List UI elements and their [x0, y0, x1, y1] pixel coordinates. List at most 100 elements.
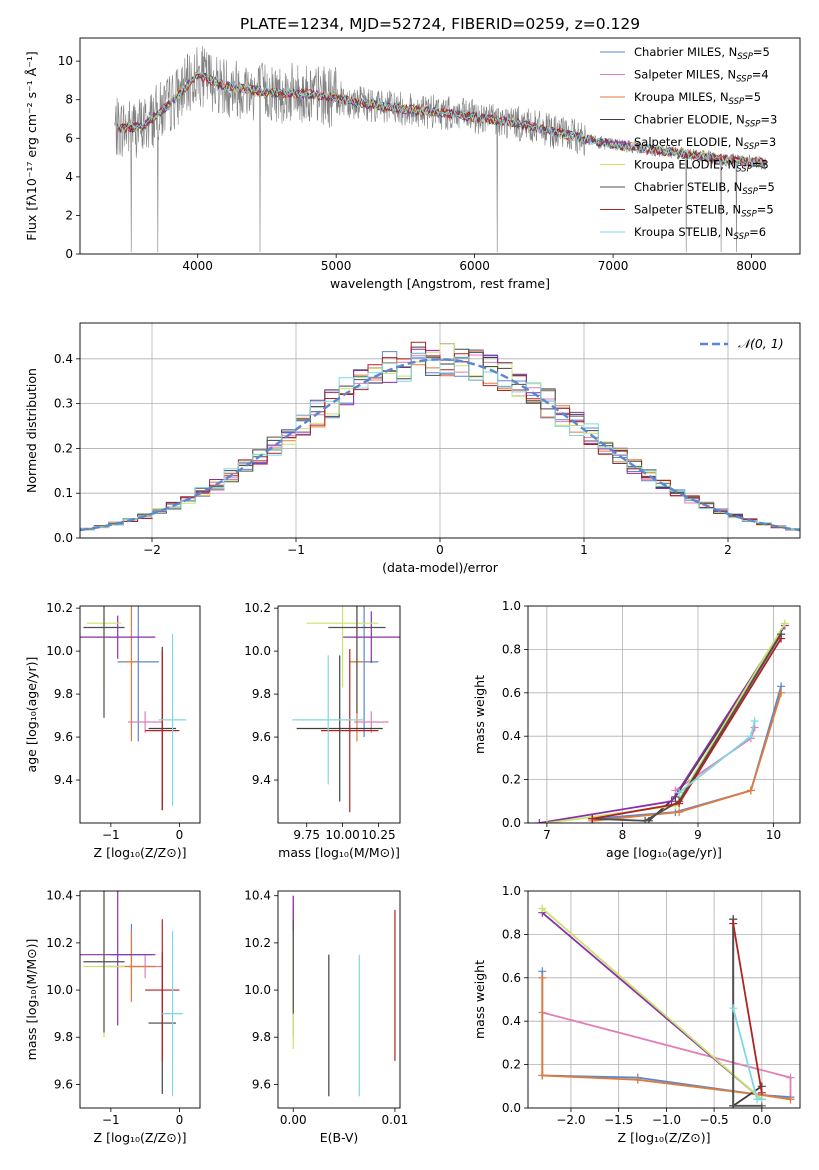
gaussian-legend-label: 𝒩(0, 1) [738, 336, 784, 351]
spectrum-ytick-label: 8 [65, 93, 73, 107]
mass-vs-Z-point [80, 891, 156, 1026]
residuals-ylabel: Normed distribution [24, 368, 39, 493]
residual-histogram [80, 353, 800, 531]
mass-vs-Z-xlabel: Z [log₁₀(Z/Z⊙)] [94, 1130, 187, 1145]
age-vs-Z-point [80, 615, 156, 659]
massweight-vs-age-xlabel: age [log₁₀(age/yr)] [606, 845, 722, 860]
figure-title: PLATE=1234, MJD=52724, FIBERID=0259, z=0… [240, 15, 640, 33]
legend-suffix: =3 [760, 113, 777, 127]
massweight-vs-age-marker [777, 688, 786, 697]
residuals-xtick-label: −2 [143, 543, 161, 557]
residuals-xlabel: (data-model)/error [382, 560, 499, 575]
legend-entry: Salpeter STELIB, NSSP=5 [634, 203, 774, 220]
age-vs-Z-ylabel: age [log₁₀(age/yr)] [24, 657, 39, 773]
spectrum-xtick-label: 7000 [598, 259, 629, 273]
age-vs-mass-point [321, 648, 379, 813]
age-vs-Z-ytick-label: 10.0 [46, 644, 73, 658]
legend-entry: Kroupa STELIB, NSSP=6 [634, 225, 766, 242]
spectrum-xlabel: wavelength [Angstrom, rest frame] [330, 276, 550, 291]
spectrum-ytick-label: 6 [65, 131, 73, 145]
spectrum-plot-area [114, 46, 766, 253]
age-vs-mass-xtick-label: 9.75 [293, 828, 320, 842]
massweight-vs-Z-panel: −2.0 −1.5 −1.0 −0.5 0.0 0.0 0.2 0.4 0.6 0.8 1.0 Z [… [472, 884, 801, 1145]
legend-suffix: =3 [752, 158, 769, 172]
massweight-vs-age-xtick-label: 8 [619, 828, 627, 842]
age-vs-mass-point [342, 611, 400, 663]
legend-label: Salpeter MILES, N [634, 68, 736, 82]
age-vs-Z-point [128, 711, 163, 733]
massweight-vs-Z-frame [527, 890, 801, 1109]
legend-sub: SSP [745, 120, 761, 130]
spectrum-xtick-label: 5000 [321, 259, 352, 273]
mass-vs-Z-frame [79, 890, 201, 1109]
massweight-vs-Z-xlabel: Z [log₁₀(Z/Z⊙)] [618, 1130, 711, 1145]
mass-vs-Z-ytick-label: 10.4 [46, 889, 73, 903]
spectrum-ytick-label: 10 [58, 54, 73, 68]
legend-sub: SSP [734, 232, 750, 242]
age-vs-mass-point [328, 606, 386, 714]
massweight-vs-age-marker [542, 819, 551, 823]
massweight-vs-age-ytick-label: 0.4 [502, 729, 521, 743]
massweight-vs-Z-marker [729, 1004, 738, 1013]
residuals-xtick-label: 2 [724, 543, 732, 557]
massweight-vs-Z-xtick-label: −0.5 [700, 1113, 729, 1127]
massweight-vs-Z-marker [786, 1073, 795, 1082]
legend-sub: SSP [737, 52, 753, 62]
massweight-vs-age-series-line [592, 692, 782, 822]
age-vs-mass-point [306, 606, 379, 688]
massweight-vs-age-panel: 7 8 9 10 0.0 0.2 0.4 0.6 0.8 1.0 age [log₁₀(age/yr… [472, 599, 801, 860]
legend-suffix: =5 [753, 45, 770, 59]
residuals-xtick-label: 0 [436, 543, 444, 557]
massweight-vs-Z-ylabel: mass weight [472, 960, 487, 1039]
legend-sub: SSP [736, 75, 752, 85]
massweight-vs-age-marker [675, 799, 684, 808]
mass-vs-Z-point [83, 891, 125, 1033]
legend-sub: SSP [744, 142, 760, 152]
mass-vs-Z-xtick-label: 0 [176, 1113, 184, 1127]
age-vs-Z-xlabel: Z [log₁₀(Z/Z⊙)] [94, 845, 187, 860]
mass-vs-Z-plot-area [80, 891, 183, 1097]
massweight-vs-Z-ytick-label: 0.2 [502, 1058, 521, 1072]
mass-vs-EBV-xtick-label: 0.00 [280, 1113, 307, 1127]
massweight-vs-age-marker [535, 819, 544, 823]
massweight-vs-age-marker [750, 717, 759, 726]
legend-label: Kroupa ELODIE, N [634, 158, 736, 172]
model-spectrum-line [117, 70, 766, 168]
massweight-vs-Z-marker [729, 919, 738, 928]
massweight-vs-Z-marker [729, 1101, 738, 1108]
age-vs-mass-xtick-label: 10.00 [325, 828, 359, 842]
age-vs-Z-point [124, 606, 139, 742]
residuals-ytick-label: 0.4 [54, 352, 73, 366]
age-vs-mass-ytick-label: 9.8 [252, 687, 271, 701]
massweight-vs-age-ytick-label: 0.8 [502, 642, 521, 656]
mass-vs-Z-ytick-label: 9.8 [54, 1030, 73, 1044]
mass-vs-Z-ylabel: mass [log₁₀(M/M⊙)] [24, 939, 39, 1061]
legend-sub: SSP [736, 165, 752, 175]
mass-vs-EBV-panel: 0.00 0.01 9.6 9.8 10.0 10.2 10.4 E(B-V) [244, 889, 408, 1145]
legend-suffix: =3 [759, 135, 776, 149]
age-vs-mass-panel: 9.75 10.00 10.25 9.4 9.6 9.8 10.0 10.2 mass [log… [244, 601, 401, 860]
legend-label: Chabrier ELODIE, N [634, 113, 745, 127]
massweight-vs-Z-xtick-label: −2.0 [556, 1113, 585, 1127]
residuals-xtick-label: 1 [580, 543, 588, 557]
mass-vs-Z-ytick-label: 10.2 [46, 936, 73, 950]
massweight-vs-Z-ytick-label: 1.0 [502, 884, 521, 898]
legend-label: Kroupa MILES, N [634, 90, 729, 104]
mass-vs-Z-panel: −1 0 9.6 9.8 10.0 10.2 10.4 Z [log₁₀(Z/Z⊙)] mass… [24, 889, 201, 1145]
massweight-vs-age-marker [588, 814, 597, 823]
massweight-vs-Z-ytick-label: 0.4 [502, 1014, 521, 1028]
massweight-vs-age-series-line [592, 686, 782, 820]
age-vs-Z-xtick-label: 0 [176, 828, 184, 842]
spectrum-xtick-label: 4000 [182, 259, 213, 273]
legend-entry: Chabrier ELODIE, NSSP=3 [634, 113, 777, 130]
mass-vs-EBV-ytick-label: 10.2 [244, 936, 271, 950]
massweight-vs-age-ytick-label: 0.6 [502, 686, 521, 700]
residuals-ytick-label: 0.2 [54, 441, 73, 455]
massweight-vs-age-series-line [539, 625, 786, 823]
age-vs-Z-xtick-label: −1 [102, 828, 120, 842]
residuals-plot-area [80, 323, 800, 538]
massweight-vs-age-series-line [546, 622, 786, 823]
massweight-vs-age-marker [746, 732, 755, 741]
massweight-vs-Z-ytick-label: 0.6 [502, 971, 521, 985]
